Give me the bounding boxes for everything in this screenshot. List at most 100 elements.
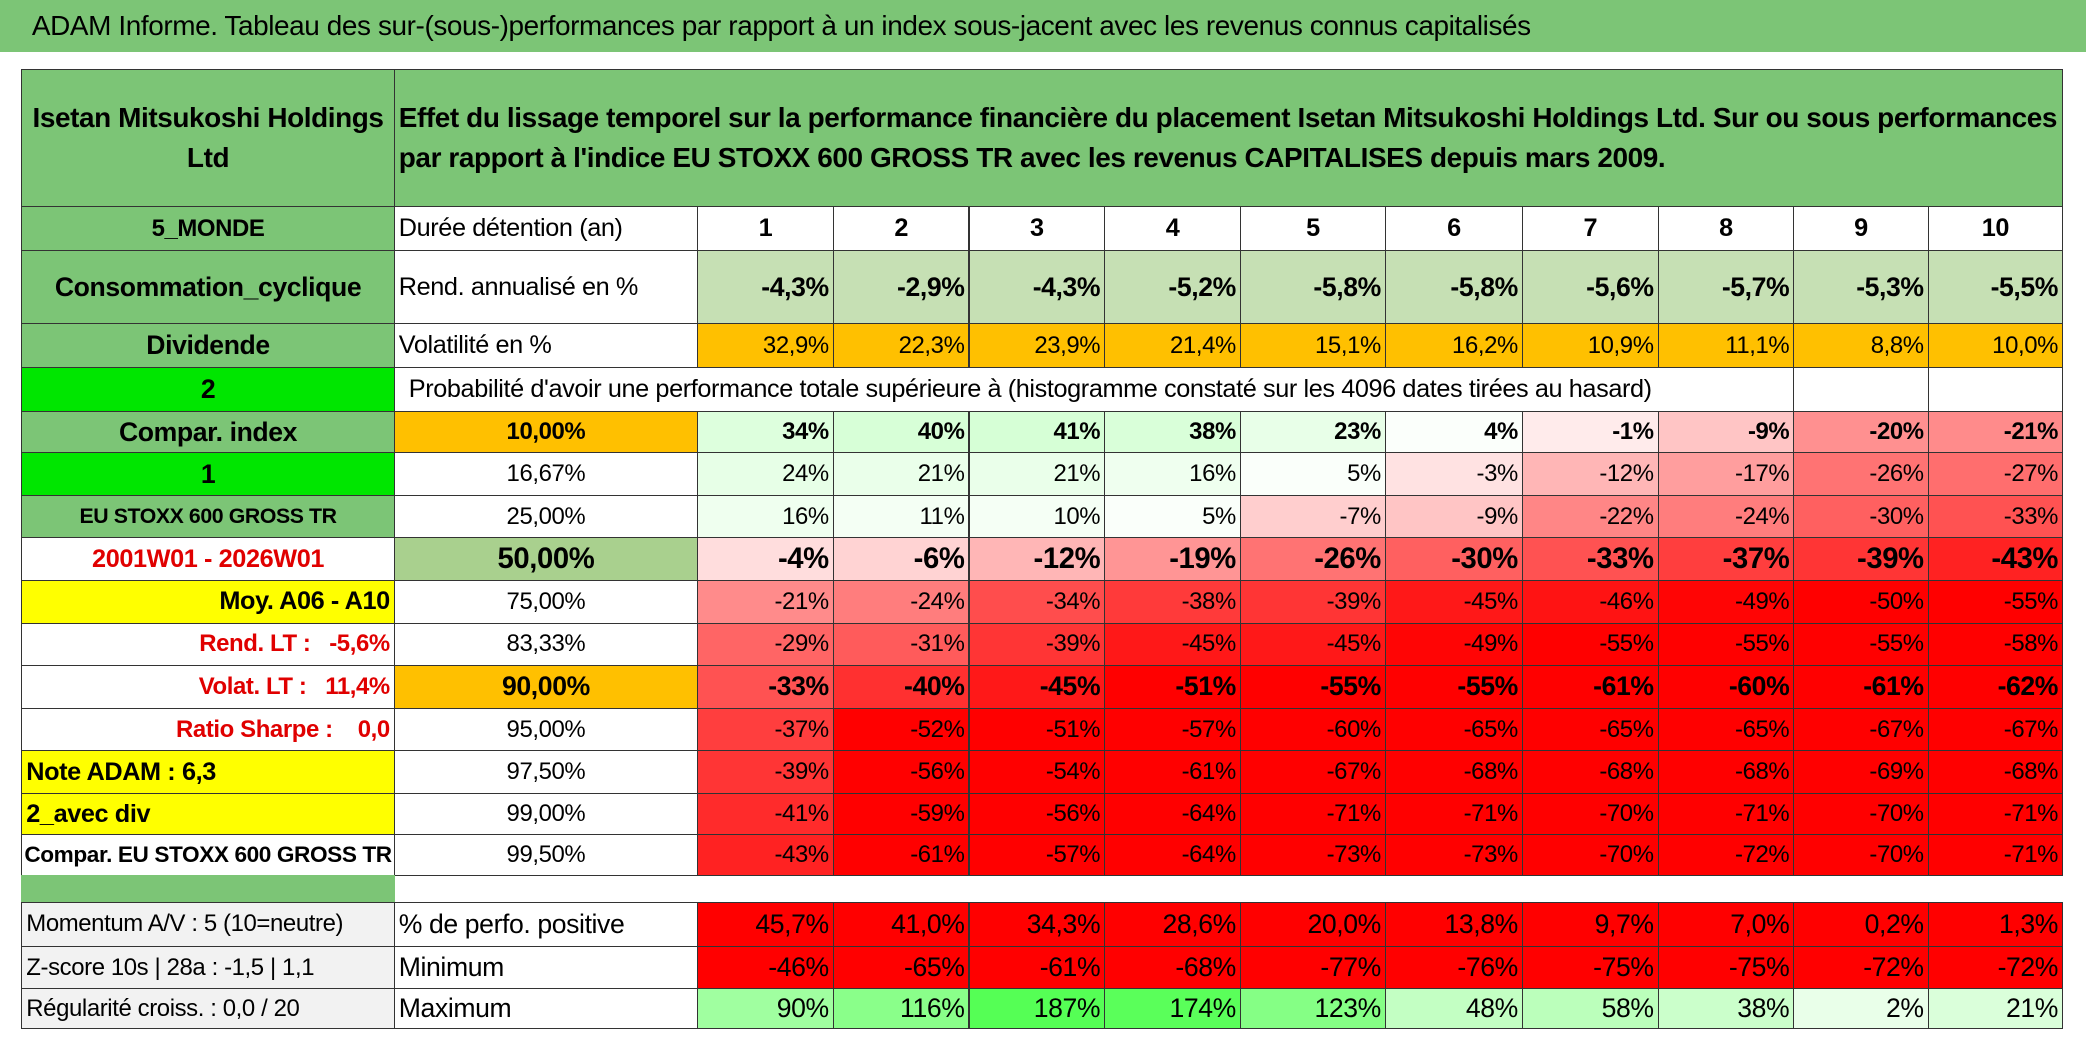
percentile-value: 38% [1104, 411, 1241, 454]
percentile-value: -31% [832, 622, 970, 667]
percentile-value: -33% [1927, 494, 2064, 539]
percentile-value: -30% [1793, 494, 1929, 539]
percentile-value: -24% [1657, 494, 1795, 539]
empty-cell [1927, 367, 2064, 413]
percentile-value: -56% [832, 750, 970, 794]
percentile-value: 5% [1104, 494, 1241, 539]
empty-cell [1793, 367, 1929, 413]
percentile-value: -65% [1657, 707, 1795, 752]
percentile-value: -69% [1793, 750, 1929, 794]
stat-value: -77% [1239, 945, 1386, 990]
percentile-value: -72% [1657, 834, 1795, 877]
percentile-value: -71% [1384, 792, 1523, 836]
percentile-value: 21% [832, 452, 970, 496]
volatility-value: 32,9% [697, 323, 834, 369]
percentile-value: -59% [832, 792, 970, 836]
percentile-value: 11% [832, 494, 970, 539]
duration: 2 [832, 206, 970, 252]
percentile-value: 24% [697, 452, 834, 496]
percentile-value: -9% [1657, 411, 1795, 454]
return-value: -5,8% [1384, 250, 1523, 325]
percentile-value: -19% [1104, 537, 1241, 582]
percentile-value: -70% [1793, 834, 1929, 877]
percentile-value: -67% [1927, 707, 2064, 752]
percentile-value: -24% [832, 580, 970, 624]
stat-value: -75% [1521, 945, 1659, 990]
percentile-value: -51% [1104, 665, 1241, 709]
volatility-value: 8,8% [1793, 323, 1929, 369]
percentile-value: 40% [832, 411, 970, 454]
stat-value: 2% [1793, 988, 1929, 1030]
percentile-value: -30% [1384, 537, 1523, 582]
stat-value: -68% [1104, 945, 1241, 990]
stat-metric: % de perfo. positive [393, 901, 699, 947]
stat-value: -65% [832, 945, 970, 990]
percentile-value: -39% [697, 750, 834, 794]
stat-value: 45,7% [697, 901, 834, 947]
percentile-value: -43% [697, 834, 834, 877]
percentile-value: -27% [1927, 452, 2064, 496]
volatility-value: 22,3% [832, 323, 970, 369]
percentile-level: 90,00% [393, 665, 699, 709]
percentile-level: 75,00% [393, 580, 699, 624]
stat-value: -75% [1657, 945, 1795, 990]
volatility-value: 11,1% [1657, 323, 1795, 369]
percentile-value: -68% [1927, 750, 2064, 794]
percentile-level: 99,50% [393, 834, 699, 877]
sidebar-label: 2_avec div [21, 792, 395, 836]
return-value: -2,9% [832, 250, 970, 325]
volatility-value: 15,1% [1239, 323, 1386, 369]
stat-value: 58% [1521, 988, 1659, 1030]
return-value: -5,2% [1104, 250, 1241, 325]
volatility-value: 23,9% [968, 323, 1106, 369]
percentile-value: -57% [968, 834, 1106, 877]
stat-value: 41,0% [832, 901, 970, 947]
percentile-value: -65% [1384, 707, 1523, 752]
percentile-value: -64% [1104, 834, 1241, 877]
duration: 1 [697, 206, 834, 252]
percentile-value: -60% [1239, 707, 1386, 752]
percentile-value: -6% [832, 537, 970, 582]
percentile-value: -37% [697, 707, 834, 752]
stat-value: 187% [968, 988, 1106, 1030]
percentile-value: -49% [1384, 622, 1523, 667]
title-bar: ADAM Informe. Tableau des sur-(sous-)per… [0, 0, 2086, 52]
percentile-value: -54% [968, 750, 1106, 794]
sidebar-label: Compar. index [21, 411, 395, 454]
percentile-value: -17% [1657, 452, 1795, 496]
stat-value: 28,6% [1104, 901, 1241, 947]
percentile-value: 4% [1384, 411, 1523, 454]
percentile-value: 16% [1104, 452, 1241, 496]
row-label: Rend. annualisé en % [393, 250, 699, 325]
stat-value: 48% [1384, 988, 1523, 1030]
stat-label: Z-score 10s | 28a : -1,5 | 1,1 [21, 945, 395, 990]
percentile-level: 99,00% [393, 792, 699, 836]
percentile-value: -39% [1793, 537, 1929, 582]
percentile-value: -71% [1239, 792, 1386, 836]
percentile-value: -49% [1657, 580, 1795, 624]
duration: 4 [1104, 206, 1241, 252]
duration: 5 [1239, 206, 1386, 252]
percentile-value: -34% [968, 580, 1106, 624]
percentile-value: -55% [1927, 580, 2064, 624]
percentile-value: 41% [968, 411, 1106, 454]
stat-value: 38% [1657, 988, 1795, 1030]
percentile-value: -45% [1239, 622, 1386, 667]
sidebar-label: Dividende [21, 323, 395, 369]
percentile-value: -26% [1239, 537, 1386, 582]
percentile-value: -45% [968, 665, 1106, 709]
sidebar-label: Moy. A06 - A10 [21, 580, 395, 624]
percentile-level: 95,00% [393, 707, 699, 752]
percentile-value: -68% [1384, 750, 1523, 794]
stat-label: Momentum A/V : 5 (10=neutre) [21, 901, 395, 947]
percentile-value: -46% [1521, 580, 1659, 624]
percentile-level: 16,67% [393, 452, 699, 496]
percentile-value: -56% [968, 792, 1106, 836]
duration: 7 [1521, 206, 1659, 252]
percentile-value: -21% [697, 580, 834, 624]
sidebar-label: Compar. EU STOXX 600 GROSS TR [21, 834, 395, 877]
percentile-value: -55% [1384, 665, 1523, 709]
description: Effet du lissage temporel sur la perform… [393, 69, 2064, 208]
percentile-value: -67% [1793, 707, 1929, 752]
